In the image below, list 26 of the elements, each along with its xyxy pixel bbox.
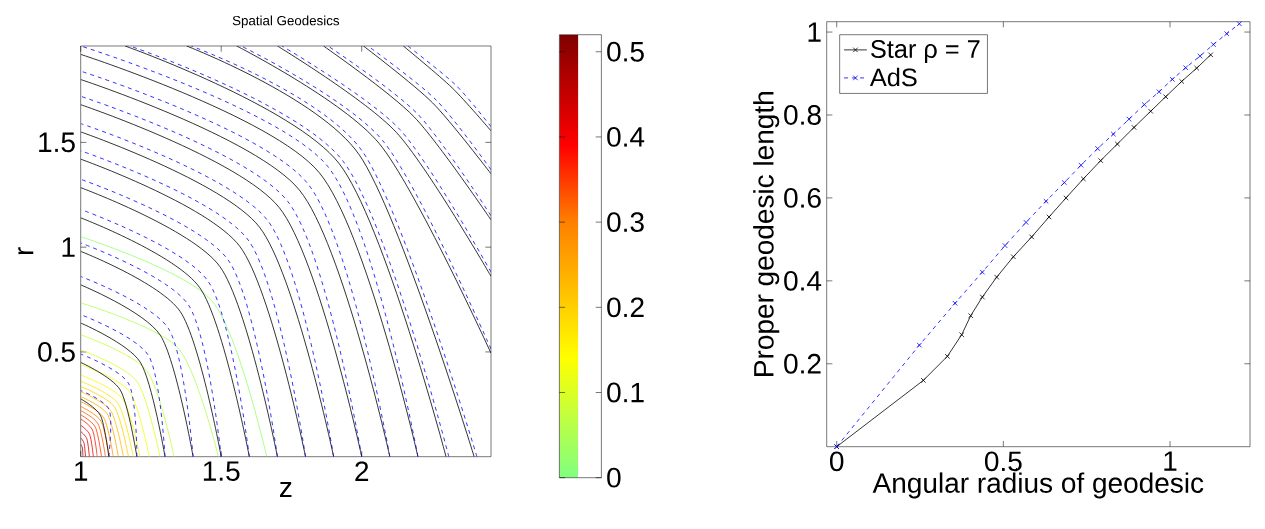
color-bar-label: 0.3 — [607, 212, 644, 233]
x-axis-title: Angular radius of geodesic — [872, 472, 1204, 499]
legend-label: AdS — [869, 67, 917, 87]
x-tick-label: 2 — [355, 461, 369, 481]
y-tick-label: 0.2 — [784, 353, 821, 374]
x-tick-label: 1 — [1164, 451, 1177, 471]
color-bar-label: 0.4 — [607, 127, 645, 147]
x-tick-label: 1.5 — [203, 461, 240, 481]
y-tick-label: 0.4 — [784, 270, 822, 291]
chart-title: Spatial Geodesics — [232, 15, 340, 28]
y-tick-label: 1.5 — [39, 132, 75, 153]
color-bar-label: 0.2 — [607, 297, 644, 318]
x-axis-title: z — [279, 482, 292, 497]
color-bar-label: 0.5 — [607, 41, 644, 62]
y-tick-label: 0.6 — [784, 188, 821, 208]
color-bar-label: 0.1 — [607, 382, 644, 403]
y-axis-title: Proper geodesic length — [753, 92, 780, 376]
y-tick-label: 1 — [808, 22, 821, 42]
x-tick-label: 0 — [830, 451, 844, 472]
x-tick-label: 1 — [75, 461, 88, 481]
y-axis-title: r — [18, 247, 34, 255]
y-tick-label: 0.8 — [784, 105, 821, 125]
y-tick-label: 0.5 — [38, 342, 75, 362]
legend-label: Star ρ = 7 — [871, 40, 980, 63]
x-tick-label: 0.5 — [984, 451, 1022, 472]
y-tick-label: 1 — [62, 237, 75, 257]
